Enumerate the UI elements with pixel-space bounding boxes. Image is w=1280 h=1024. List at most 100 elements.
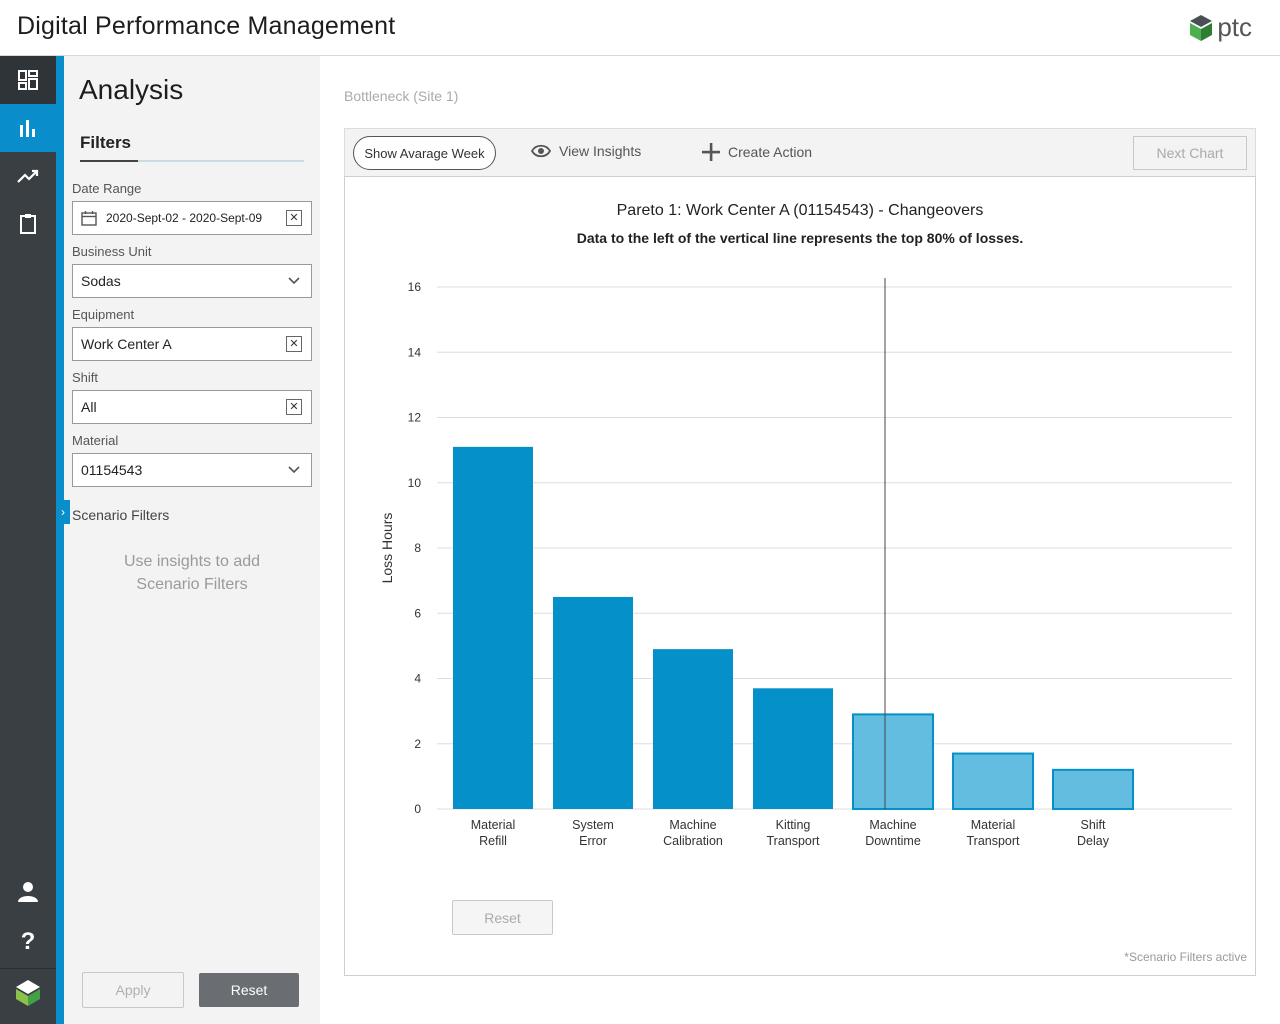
bar — [852, 713, 934, 811]
x-tick-label: Kitting — [776, 818, 811, 832]
help-icon: ? — [20, 928, 36, 955]
show-average-week-button[interactable]: Show Avarage Week — [353, 136, 496, 170]
clear-shift-icon[interactable]: ✕ — [286, 399, 302, 415]
x-tick-label: Delay — [1077, 834, 1110, 848]
x-tick-label: Refill — [479, 834, 507, 848]
chart-reset-button[interactable]: Reset — [452, 900, 553, 935]
app-title: Digital Performance Management — [17, 12, 396, 40]
equipment-value: Work Center A — [81, 336, 172, 352]
next-chart-button[interactable]: Next Chart — [1133, 136, 1247, 170]
rail-item-app[interactable] — [0, 968, 56, 1016]
bar — [753, 688, 833, 809]
rail-item-help[interactable]: ? — [0, 918, 56, 966]
x-tick-label: Shift — [1080, 818, 1106, 832]
reset-filters-button[interactable]: Reset — [199, 973, 299, 1007]
x-tick-label: Transport — [766, 834, 820, 848]
y-tick-label: 14 — [408, 345, 422, 359]
tab-active-indicator — [80, 160, 138, 162]
pareto-chart: Pareto 1: Work Center A (01154543) - Cha… — [379, 202, 1232, 848]
chevron-down-icon — [287, 463, 301, 477]
clipboard-icon — [20, 214, 36, 234]
y-tick-label: 16 — [408, 280, 422, 294]
ptc-logo-icon — [1190, 14, 1213, 41]
y-tick-label: 12 — [408, 411, 422, 425]
rail-item-dashboard[interactable] — [0, 56, 56, 104]
date-range-label: Date Range — [72, 181, 142, 196]
rail-item-trends[interactable] — [0, 152, 56, 200]
chart-title: Pareto 1: Work Center A (01154543) - Cha… — [617, 202, 984, 219]
view-insights-label: View Insights — [559, 143, 642, 159]
app-logo-icon — [16, 979, 40, 1006]
x-axis: Material Refill System Error Machine Calibrat… — [471, 818, 1110, 848]
y-tick-label: 0 — [414, 802, 421, 816]
chevron-down-icon — [287, 274, 301, 288]
rail-accent-bar — [56, 56, 64, 1024]
apply-button[interactable]: Apply — [82, 972, 184, 1008]
x-tick-label: Calibration — [663, 834, 723, 848]
chart-panel: Pareto 1: Work Center A (01154543) - Cha… — [344, 176, 1256, 976]
chevron-right-icon: › — [61, 505, 65, 519]
x-tick-label: Downtime — [865, 834, 921, 848]
scenario-expand-toggle[interactable]: › — [56, 500, 70, 524]
business-unit-value: Sodas — [81, 273, 121, 289]
y-tick-label: 10 — [408, 476, 422, 490]
view-insights-button[interactable]: View Insights — [531, 143, 641, 159]
x-tick-label: Error — [579, 834, 607, 848]
nav-rail: ? — [0, 56, 56, 1024]
clear-date-icon[interactable]: ✕ — [286, 210, 302, 226]
rail-item-user[interactable] — [0, 868, 56, 916]
top-bar: Digital Performance Management ptc — [0, 0, 1280, 56]
rail-item-actions[interactable] — [0, 200, 56, 248]
eye-icon — [531, 144, 551, 158]
bar — [653, 649, 733, 809]
y-tick-label: 2 — [414, 737, 421, 751]
material-select[interactable]: 01154543 — [72, 453, 312, 487]
bar — [952, 752, 1034, 810]
scenario-active-note: *Scenario Filters active — [1124, 950, 1247, 964]
date-range-value: 2020-Sept-02 - 2020-Sept-09 — [106, 211, 263, 225]
business-unit-select[interactable]: Sodas — [72, 264, 312, 298]
page-title: Analysis — [79, 74, 184, 105]
x-tick-label: Material — [971, 818, 1015, 832]
x-tick-label: System — [572, 818, 614, 832]
y-axis: 0 2 4 6 8 10 12 14 16 — [408, 280, 422, 816]
breadcrumb[interactable]: Bottleneck (Site 1) — [344, 88, 459, 104]
bar — [453, 446, 533, 809]
shift-label: Shift — [72, 370, 99, 385]
x-tick-label: Material — [471, 818, 515, 832]
y-tick-label: 6 — [414, 606, 421, 620]
rail-item-analysis[interactable] — [0, 104, 56, 152]
calendar-icon — [81, 211, 97, 226]
bar — [553, 596, 633, 809]
x-tick-label: Machine — [669, 818, 716, 832]
x-tick-label: Transport — [966, 834, 1020, 848]
x-tick-label: Machine — [869, 818, 916, 832]
bar — [1052, 768, 1134, 810]
material-label: Material — [72, 433, 119, 448]
chart-subtitle: Data to the left of the vertical line re… — [577, 230, 1024, 246]
tab-underline — [80, 160, 304, 162]
bar-series — [453, 446, 1134, 811]
clear-equipment-icon[interactable]: ✕ — [286, 336, 302, 352]
create-action-label: Create Action — [728, 144, 813, 160]
material-value: 01154543 — [81, 462, 143, 478]
date-range-field[interactable]: 2020-Sept-02 - 2020-Sept-09 ✕ — [72, 201, 312, 235]
brand-logo: ptc — [1189, 12, 1252, 43]
create-action-button[interactable]: Create Action — [702, 143, 812, 161]
tab-filters[interactable]: Filters — [80, 133, 132, 152]
equipment-field[interactable]: Work Center A ✕ — [72, 327, 312, 361]
scenario-filters-title: Scenario Filters — [72, 507, 170, 523]
scenario-filters-hint: Use insights to add Scenario Filters — [64, 550, 320, 596]
scenario-hint-line-1: Use insights to add — [123, 553, 261, 570]
scenario-hint-line-2: Scenario Filters — [136, 576, 248, 593]
equipment-label: Equipment — [72, 307, 135, 322]
user-icon — [18, 882, 38, 902]
plus-icon — [702, 143, 720, 161]
dashboard-icon — [18, 70, 38, 90]
shift-value: All — [81, 399, 97, 415]
y-axis-label: Loss Hours — [379, 513, 395, 584]
bar-chart-icon — [20, 120, 35, 137]
shift-field[interactable]: All ✕ — [72, 390, 312, 424]
business-unit-label: Business Unit — [72, 244, 152, 259]
trend-icon — [17, 169, 39, 183]
